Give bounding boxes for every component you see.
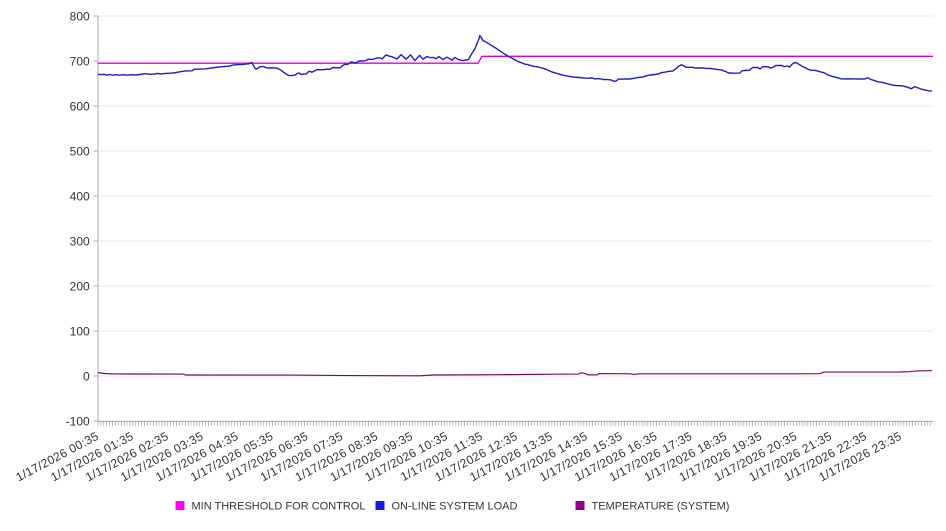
svg-text:ON-LINE SYSTEM LOAD: ON-LINE SYSTEM LOAD [392, 501, 518, 513]
svg-text:100: 100 [70, 325, 90, 339]
svg-text:-100: -100 [66, 415, 90, 429]
svg-text:800: 800 [70, 10, 90, 24]
svg-text:300: 300 [70, 235, 90, 249]
svg-text:0: 0 [83, 370, 90, 384]
svg-text:400: 400 [70, 190, 90, 204]
svg-text:MIN THRESHOLD FOR CONTROL: MIN THRESHOLD FOR CONTROL [192, 501, 366, 513]
svg-text:600: 600 [70, 100, 90, 114]
svg-text:500: 500 [70, 145, 90, 159]
svg-text:TEMPERATURE (SYSTEM): TEMPERATURE (SYSTEM) [592, 501, 730, 513]
svg-text:200: 200 [70, 280, 90, 294]
svg-text:700: 700 [70, 55, 90, 69]
